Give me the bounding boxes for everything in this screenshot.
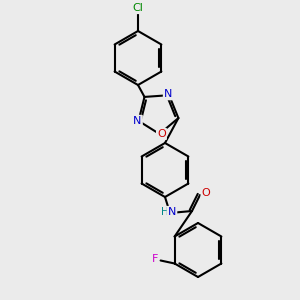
Text: O: O xyxy=(157,129,166,139)
Text: O: O xyxy=(202,188,210,198)
Text: N: N xyxy=(164,89,172,99)
Text: H: H xyxy=(161,207,169,217)
Text: Cl: Cl xyxy=(133,3,143,13)
Text: F: F xyxy=(152,254,158,265)
Text: N: N xyxy=(168,207,176,217)
Text: N: N xyxy=(133,116,142,126)
